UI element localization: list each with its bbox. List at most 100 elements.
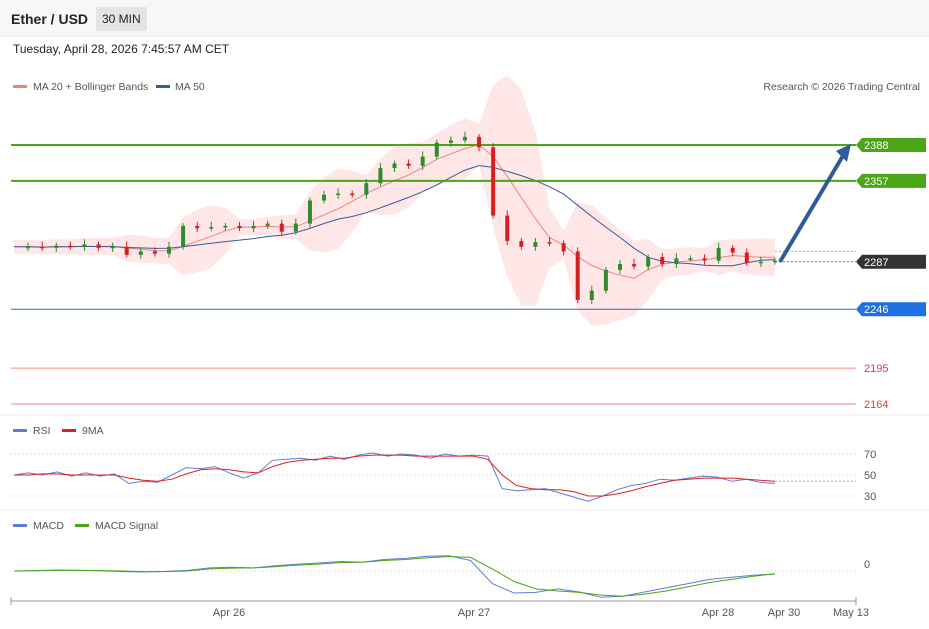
candle-body (462, 136, 467, 141)
candle-body (716, 247, 721, 261)
candle-body (40, 246, 45, 249)
level-tag-2357 (856, 173, 926, 188)
rsi-tick-30: 30 (864, 491, 876, 503)
rsi-panel: 70 50 30 (11, 449, 876, 503)
trend-arrow (778, 144, 851, 263)
candle-body (646, 257, 651, 267)
level-label-2388: 2388 (864, 140, 888, 152)
candle-body (82, 244, 87, 247)
macd-legend-label: MACD (33, 520, 64, 532)
trend-arrow-shaft (778, 152, 846, 263)
candle-body (603, 269, 608, 291)
candle-body (406, 163, 411, 166)
trend-arrow-head (836, 144, 851, 162)
candle-body (54, 245, 59, 248)
candle-body (660, 257, 665, 265)
x-axis: Apr 26 Apr 27 Apr 28 Apr 30 May 13 (10, 597, 869, 619)
candle-body (617, 264, 622, 270)
instrument-title: Ether / USD (11, 11, 89, 27)
candle-body (702, 258, 707, 261)
price-levels: 2388 2357 2287 2246 2195 2164 (11, 138, 926, 411)
level-tag-2388 (856, 138, 926, 152)
level-label-2287: 2287 (864, 257, 888, 269)
candle-body (533, 242, 538, 247)
level-label-2164: 2164 (864, 399, 888, 411)
bollinger-bands (14, 75, 775, 326)
macd-panel: 0 (11, 555, 870, 598)
candle-body (68, 245, 73, 248)
candle-body (378, 168, 383, 184)
rsi-legend-swatch (13, 429, 27, 432)
level-label-2246: 2246 (864, 304, 888, 316)
candle-body (96, 244, 101, 248)
candle-body (547, 242, 552, 244)
x-tick-label: May 13 (833, 607, 869, 619)
candle-body (223, 225, 228, 228)
candle-body (730, 247, 735, 253)
macd-line (13, 555, 776, 598)
source-credit: Research © 2026 Trading Central (763, 81, 920, 93)
candle-body (448, 140, 453, 143)
level-tag-2287 (856, 254, 926, 269)
rsi-legend: RSI 9MA (13, 425, 104, 437)
interval-button[interactable]: 30 MIN (96, 7, 147, 31)
candle-body (491, 147, 496, 216)
rsi-ma-legend-swatch (62, 429, 76, 432)
candle-body (392, 163, 397, 169)
candle-body (167, 246, 172, 254)
candle-body (336, 193, 341, 196)
candle-body (561, 243, 566, 252)
level-label-2195: 2195 (864, 363, 888, 375)
candle-body (124, 246, 129, 255)
candle-body (209, 227, 214, 229)
rsi-line (13, 452, 776, 502)
macd-signal-legend-label: MACD Signal (95, 520, 158, 532)
candle-body (251, 225, 256, 229)
candle-body (307, 200, 312, 224)
candle-body (138, 251, 143, 255)
candle-body (477, 136, 482, 148)
macd-legend-swatch (13, 524, 27, 527)
bollinger-band-area (14, 75, 775, 326)
ma20-legend-label: MA 20 + Bollinger Bands (33, 81, 148, 93)
candle-body (110, 246, 115, 249)
candlesticks (26, 131, 777, 304)
candle-body (674, 258, 679, 265)
candle-body (279, 223, 284, 232)
candle-body (265, 223, 270, 226)
candle-body (350, 193, 355, 196)
candle-body (632, 264, 637, 267)
candle-body (152, 251, 157, 254)
candle-body (575, 251, 580, 300)
x-tick-label: Apr 26 (213, 607, 245, 619)
candle-body (420, 156, 425, 166)
rsi-tick-50: 50 (864, 470, 876, 482)
candle-body (322, 194, 327, 201)
chart-header: Ether / USD 30 MIN (0, 0, 929, 37)
candle-body (589, 290, 594, 300)
macd-legend: MACD MACD Signal (13, 520, 158, 532)
candle-body (26, 246, 31, 249)
candle-body (758, 261, 763, 264)
rsi-legend-label: RSI (33, 425, 51, 437)
candle-body (519, 240, 524, 247)
candle-body (688, 258, 693, 260)
candle-body (773, 260, 777, 263)
macd-signal-line (13, 555, 776, 597)
macd-signal-legend-swatch (75, 524, 89, 527)
rsi-ma-line (14, 454, 776, 497)
candle-body (195, 225, 200, 229)
x-tick-label: Apr 30 (768, 607, 800, 619)
candle-body (364, 183, 369, 195)
candle-body (237, 225, 242, 229)
candle-body (293, 223, 298, 232)
candle-body (181, 225, 186, 247)
rsi-tick-70: 70 (864, 449, 876, 461)
ma50-legend-swatch (156, 85, 170, 88)
level-tag-2246 (856, 302, 926, 317)
rsi-ma-legend-label: 9MA (82, 425, 104, 437)
level-label-2357: 2357 (864, 176, 888, 188)
candle-body (505, 215, 510, 241)
candle-body (434, 142, 439, 157)
